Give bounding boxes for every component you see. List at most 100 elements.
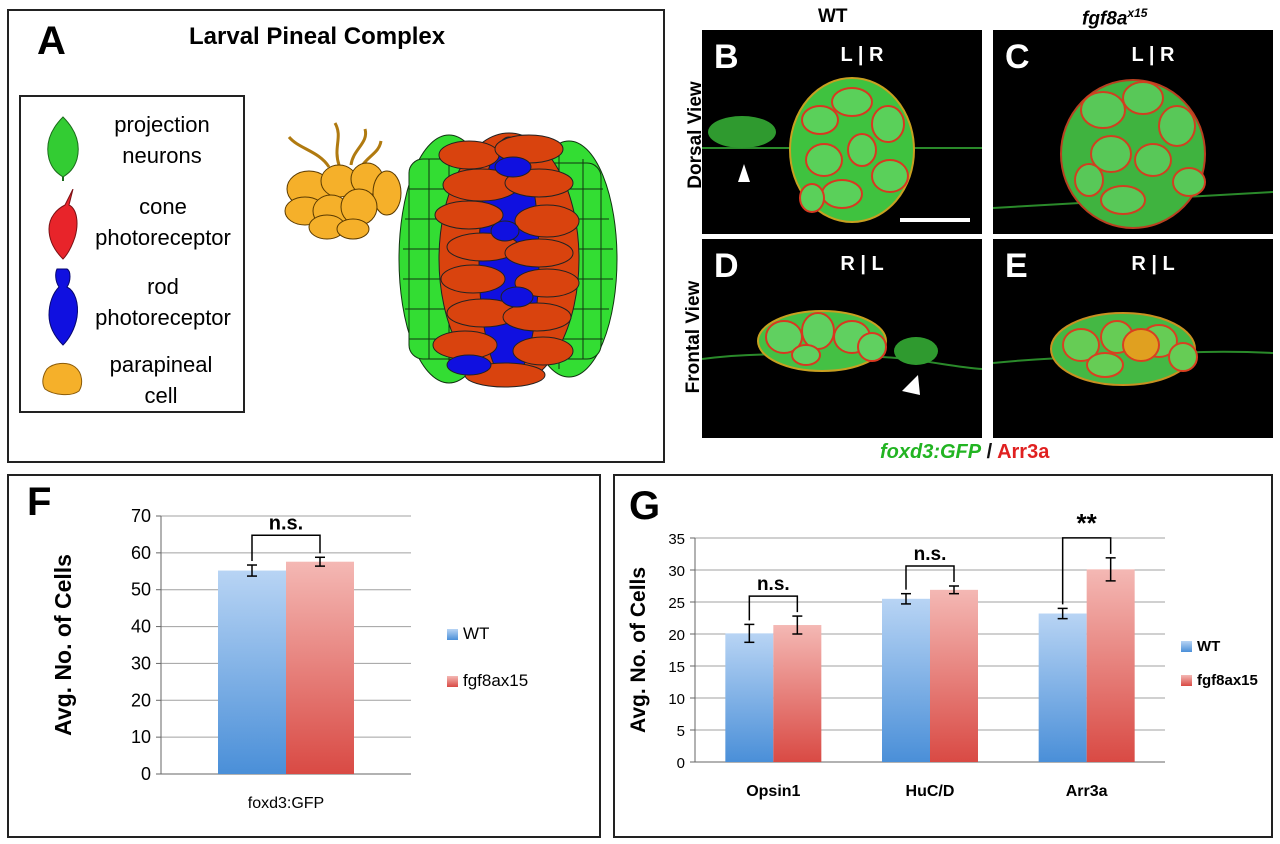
micrograph-c: C L | R: [993, 30, 1273, 234]
mutant-bar: [1086, 569, 1135, 762]
y-tick-label: 10: [668, 691, 685, 708]
cell-type-legend: projection neurons cone photoreceptor ro…: [19, 95, 245, 413]
legend-label: WT: [463, 624, 489, 643]
significance-label: **: [1077, 508, 1098, 538]
panel-letter-e: E: [1005, 247, 1028, 285]
significance-label: n.s.: [269, 512, 303, 534]
micrograph-b-image: [702, 77, 982, 223]
wt-bar: [882, 598, 930, 762]
mutant-bar: [286, 561, 354, 774]
parapineal-cells: [284, 162, 402, 240]
panel-a-title: Larval Pineal Complex: [189, 23, 446, 50]
orientation-c: L | R: [1131, 44, 1175, 66]
y-tick-label: 30: [668, 563, 685, 580]
panel-letter-b: B: [714, 38, 739, 76]
pineal-complex-diagram: [284, 122, 618, 388]
column-label-wt: WT: [818, 6, 848, 27]
y-tick-label: 25: [668, 595, 685, 612]
legend-line: parapineal: [109, 352, 213, 377]
significance-bracket: [905, 565, 955, 590]
panel-f-letter: F: [27, 480, 52, 524]
caption-gfp: foxd3:GFP: [880, 441, 982, 463]
legend-label: WT: [1197, 638, 1220, 655]
mutant-legend-swatch: [1181, 675, 1192, 686]
mutant-bar: [773, 625, 822, 762]
micrograph-c-image: [993, 79, 1273, 229]
chart-g: 0 5 10 15 20 25 30 35 Avg. No. of Cells Opsin1 n.s…: [627, 508, 1258, 800]
y-tick-label: 5: [677, 723, 685, 740]
parapineal-cell-icon: [42, 362, 83, 396]
category-label: foxd3:GFP: [248, 795, 324, 812]
chart-f: 0 10 20 30 40 50 60 70 Avg. No. of Cells foxd3:GF…: [50, 506, 528, 812]
micrograph-e-image: [993, 312, 1273, 386]
y-tick-label: 15: [668, 659, 685, 676]
mutant-bar: [930, 589, 978, 762]
caption-separator: /: [981, 441, 998, 463]
legend-line: rod: [147, 274, 179, 299]
panel-letter-d: D: [714, 247, 739, 285]
column-label-mutant: fgf8ax15: [1082, 6, 1147, 30]
panel-letter-c: C: [1005, 38, 1030, 76]
orientation-b: L | R: [840, 44, 884, 66]
category-label: Opsin1: [746, 783, 800, 800]
y-tick-label: 20: [668, 627, 685, 644]
category-label: Arr3a: [1066, 783, 1108, 800]
panel-a-letter: A: [37, 19, 66, 63]
y-tick-label: 20: [131, 690, 151, 710]
significance-bracket: [748, 595, 799, 621]
micrograph-d: D R | L: [702, 239, 982, 438]
legend-label-rod: rod photoreceptor: [83, 271, 243, 333]
wt-legend-swatch: [1181, 641, 1192, 652]
wt-bar: [218, 570, 286, 774]
significance-bracket: [1061, 537, 1112, 605]
y-tick-label: 35: [668, 531, 685, 548]
rod-photoreceptor-icon: [48, 268, 78, 346]
micrograph-d-image: [702, 310, 982, 395]
legend-line: cone: [139, 194, 187, 219]
wt-legend-swatch: [447, 629, 458, 640]
y-tick-label: 10: [131, 727, 151, 747]
micrograph-caption: foxd3:GFP / Arr3a: [880, 441, 1049, 464]
parapineal-axons: [287, 122, 383, 168]
arrowhead-icon: [738, 164, 750, 182]
y-tick-label: 0: [141, 764, 151, 784]
mutant-legend-swatch: [447, 676, 458, 687]
mutant-allele: x15: [1127, 6, 1148, 20]
projection-neuron-icon: [47, 116, 79, 181]
y-tick-label: 0: [677, 755, 685, 772]
rod-cells: [446, 156, 534, 376]
significance-bracket: [251, 534, 321, 562]
arrowhead-icon: [902, 375, 920, 395]
y-tick-label: 40: [131, 617, 151, 637]
micrograph-e: E R | L: [993, 239, 1273, 438]
significance-label: n.s.: [757, 574, 790, 595]
legend-line: cell: [144, 383, 178, 408]
y-axis-label: Avg. No. of Cells: [50, 554, 76, 736]
panel-a: A Larval Pineal Complex projection neuro…: [7, 9, 665, 463]
micrograph-b: B L | R: [702, 30, 982, 234]
y-tick-label: 70: [131, 506, 151, 526]
legend-line: photoreceptor: [95, 225, 231, 250]
significance-label: n.s.: [914, 544, 947, 565]
panel-f: F 0 10 20 30 40 50 60 70 Avg. No. of Cells foxd3:…: [7, 474, 601, 838]
y-tick-label: 50: [131, 580, 151, 600]
y-tick-label: 30: [131, 653, 151, 673]
legend-label: fgf8ax15: [463, 671, 528, 690]
mutant-gene: fgf8a: [1082, 8, 1128, 30]
orientation-d: R | L: [840, 253, 884, 275]
legend-label-cone: cone photoreceptor: [83, 191, 243, 253]
legend-label: fgf8ax15: [1197, 672, 1258, 689]
caption-arr3a: Arr3a: [997, 441, 1050, 463]
wt-bar: [725, 633, 774, 762]
legend-label-projection: projection neurons: [97, 109, 227, 171]
panel-g-letter: G: [629, 484, 661, 528]
y-axis-label: Avg. No. of Cells: [627, 567, 650, 733]
legend-line: photoreceptor: [95, 305, 231, 330]
cone-photoreceptor-icon: [48, 189, 78, 260]
orientation-e: R | L: [1131, 253, 1175, 275]
y-tick-label: 60: [131, 543, 151, 563]
legend-line: neurons: [122, 143, 202, 168]
category-label: HuC/D: [906, 783, 955, 800]
legend-label-parapineal: parapineal cell: [91, 349, 231, 411]
wt-bar: [1038, 613, 1087, 762]
